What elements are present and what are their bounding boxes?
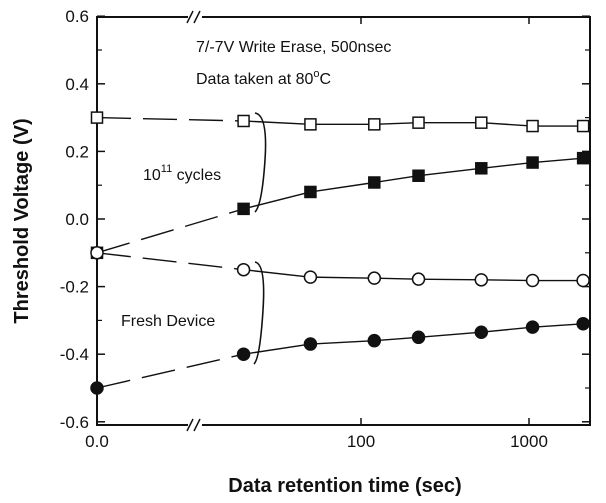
series-2-segment — [374, 277, 419, 280]
cycles-suffix: cycles — [172, 167, 221, 184]
y-tick-label: -0.4 — [60, 345, 89, 364]
y-tick-label: -0.2 — [60, 278, 89, 297]
series-2-segment — [418, 278, 482, 281]
filled-circle-marker — [367, 333, 382, 348]
filled-square-marker — [526, 156, 539, 169]
fresh-bracket — [253, 261, 265, 365]
y-tick-label: 0.4 — [65, 75, 89, 94]
series-0-segment — [374, 121, 419, 126]
series-1-segment — [310, 181, 375, 193]
open-circle-marker — [576, 273, 590, 288]
cycles-bracket — [254, 112, 267, 213]
open-square-marker — [368, 118, 381, 131]
x-tick-label: 1000 — [510, 432, 548, 451]
open-circle-marker — [236, 262, 251, 277]
open-circle-marker — [303, 270, 318, 284]
break-gap — [188, 421, 202, 429]
series-markers — [90, 111, 590, 395]
cycles-exp: 11 — [161, 163, 172, 175]
filled-square-marker — [368, 176, 381, 189]
x-axis-title: Data retention time (sec) — [228, 475, 461, 497]
series-2-segment — [310, 276, 375, 279]
series-1-segment — [243, 191, 311, 210]
open-circle-marker — [411, 272, 426, 286]
open-square-marker — [237, 114, 250, 128]
series-2-segment — [96, 252, 244, 271]
series-3-segment — [481, 326, 533, 333]
series-1-segment — [532, 157, 584, 164]
open-circle-marker — [90, 246, 104, 260]
annotation-condition: 7/-7V Write Erase, 500nsec — [196, 39, 391, 56]
series-3-segment — [532, 323, 584, 328]
open-circle-marker — [525, 273, 540, 288]
open-square-marker — [475, 116, 488, 129]
open-circle-marker — [367, 271, 382, 285]
open-square-marker — [412, 116, 425, 129]
y-tick-label: 0.6 — [65, 7, 89, 26]
y-tick-label: 0.0 — [65, 210, 89, 229]
open-square-marker — [304, 118, 317, 131]
x-axis-ticks: 0.0 100 1000 — [85, 17, 548, 451]
filled-circle-marker — [236, 347, 251, 361]
cycles-base: 10 — [143, 167, 161, 184]
open-circle-marker — [474, 273, 489, 287]
series-0-segment — [243, 120, 311, 126]
series-1-segment — [96, 208, 244, 254]
series-0-segment — [481, 121, 533, 127]
filled-circle-marker — [474, 325, 489, 339]
series-1-segment — [418, 167, 482, 177]
series-3-segment — [243, 343, 311, 355]
break-slash — [193, 10, 201, 24]
series-1-segment — [374, 175, 419, 184]
series-0-segment — [96, 116, 244, 122]
filled-square-marker — [304, 185, 317, 199]
filled-square-marker — [576, 151, 590, 165]
series-3-segment — [96, 353, 244, 389]
filled-square-marker — [412, 169, 425, 182]
filled-circle-marker — [303, 337, 318, 351]
series-3-segment — [374, 336, 419, 342]
temp-prefix: Data taken at 80 — [196, 71, 314, 88]
filled-circle-marker — [576, 317, 590, 331]
break-slash — [186, 10, 194, 24]
filled-circle-marker — [411, 330, 426, 345]
series-1-segment — [481, 161, 533, 169]
open-square-marker — [90, 111, 104, 124]
open-square-marker — [526, 119, 539, 133]
filled-square-marker — [237, 202, 250, 216]
break-gap — [188, 13, 202, 21]
plot-frame — [96, 16, 591, 426]
y-axis-title: Threshold Voltage (V) — [11, 118, 33, 323]
annotation-fresh-device: Fresh Device — [121, 313, 215, 330]
group-brackets — [253, 112, 267, 365]
series-2-segment — [243, 269, 311, 278]
break-slash — [186, 418, 194, 432]
y-tick-label: 0.2 — [65, 142, 89, 161]
annotation-cycles: 1011 cycles — [143, 163, 221, 184]
filled-circle-marker — [525, 320, 540, 334]
temp-degree: o — [313, 68, 319, 80]
series-3-segment — [418, 331, 482, 338]
y-tick-label: -0.6 — [60, 413, 89, 432]
open-square-marker — [576, 119, 590, 133]
filled-square-marker — [475, 162, 488, 175]
series-3-segment — [310, 339, 375, 345]
x-tick-label: 100 — [347, 432, 375, 451]
annotation-temperature: Data taken at 80oC — [196, 68, 331, 88]
axis-break-marks — [186, 10, 202, 432]
x-tick-label: 0.0 — [85, 432, 109, 451]
break-slash — [193, 418, 201, 432]
series-lines — [96, 116, 584, 389]
filled-circle-marker — [90, 381, 104, 395]
temp-unit: C — [320, 71, 332, 88]
y-axis-ticks: 0.6 0.4 0.2 0.0 -0.2 -0.4 -0.6 — [60, 7, 590, 432]
series-2-segment — [481, 279, 533, 282]
